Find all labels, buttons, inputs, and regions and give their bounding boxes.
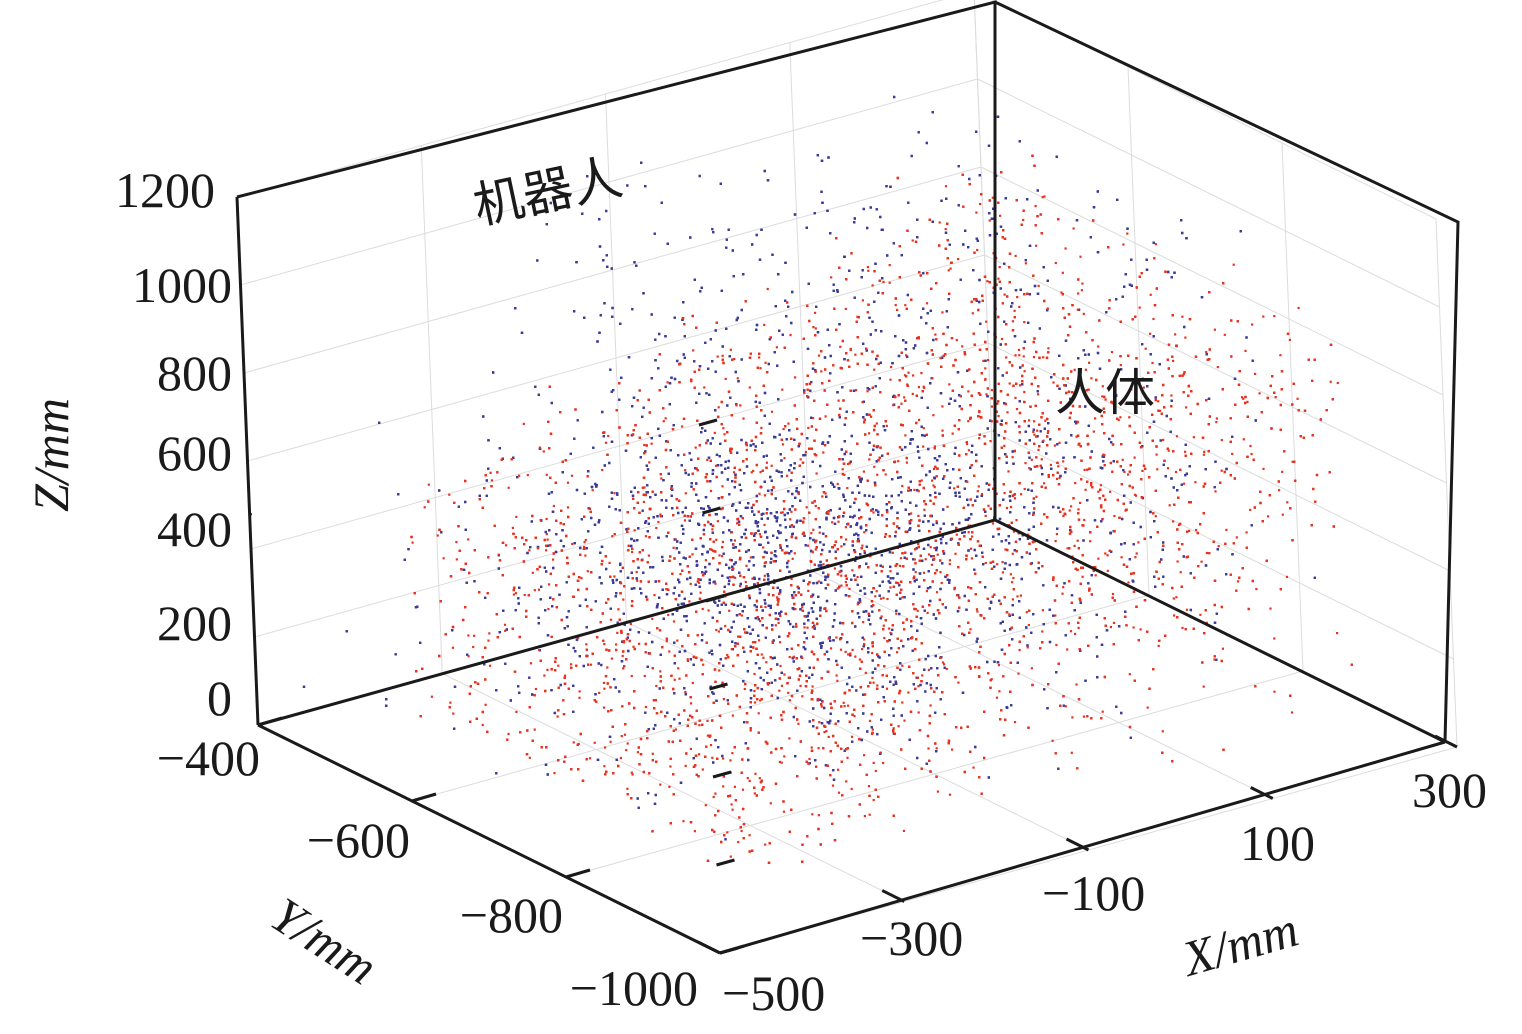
gridline-x-floor xyxy=(810,570,1273,799)
gridline-z-side xyxy=(984,254,1447,484)
gridline-z-side xyxy=(980,166,1444,396)
gridline-x-floor xyxy=(626,621,1089,851)
gridline-y-side xyxy=(973,0,996,520)
robot-point-cloud xyxy=(249,95,1316,841)
gridline-y-side xyxy=(1435,218,1458,748)
gridline-x-back xyxy=(605,93,627,623)
gridline-z-side xyxy=(987,342,1451,572)
gridline-y-floor xyxy=(411,594,1150,802)
gridline-z-side xyxy=(991,430,1454,660)
gridline-y-floor xyxy=(565,670,1304,878)
gridline-z-side xyxy=(991,0,1437,220)
gridline-y-side xyxy=(1281,142,1304,672)
gridlines xyxy=(236,0,1458,954)
gridline-x-floor xyxy=(442,673,905,902)
gridline-x-back xyxy=(789,42,812,571)
gridline-z-side xyxy=(977,78,1440,308)
gridline-y-side xyxy=(1127,66,1150,596)
gridline-x-back xyxy=(420,145,443,674)
